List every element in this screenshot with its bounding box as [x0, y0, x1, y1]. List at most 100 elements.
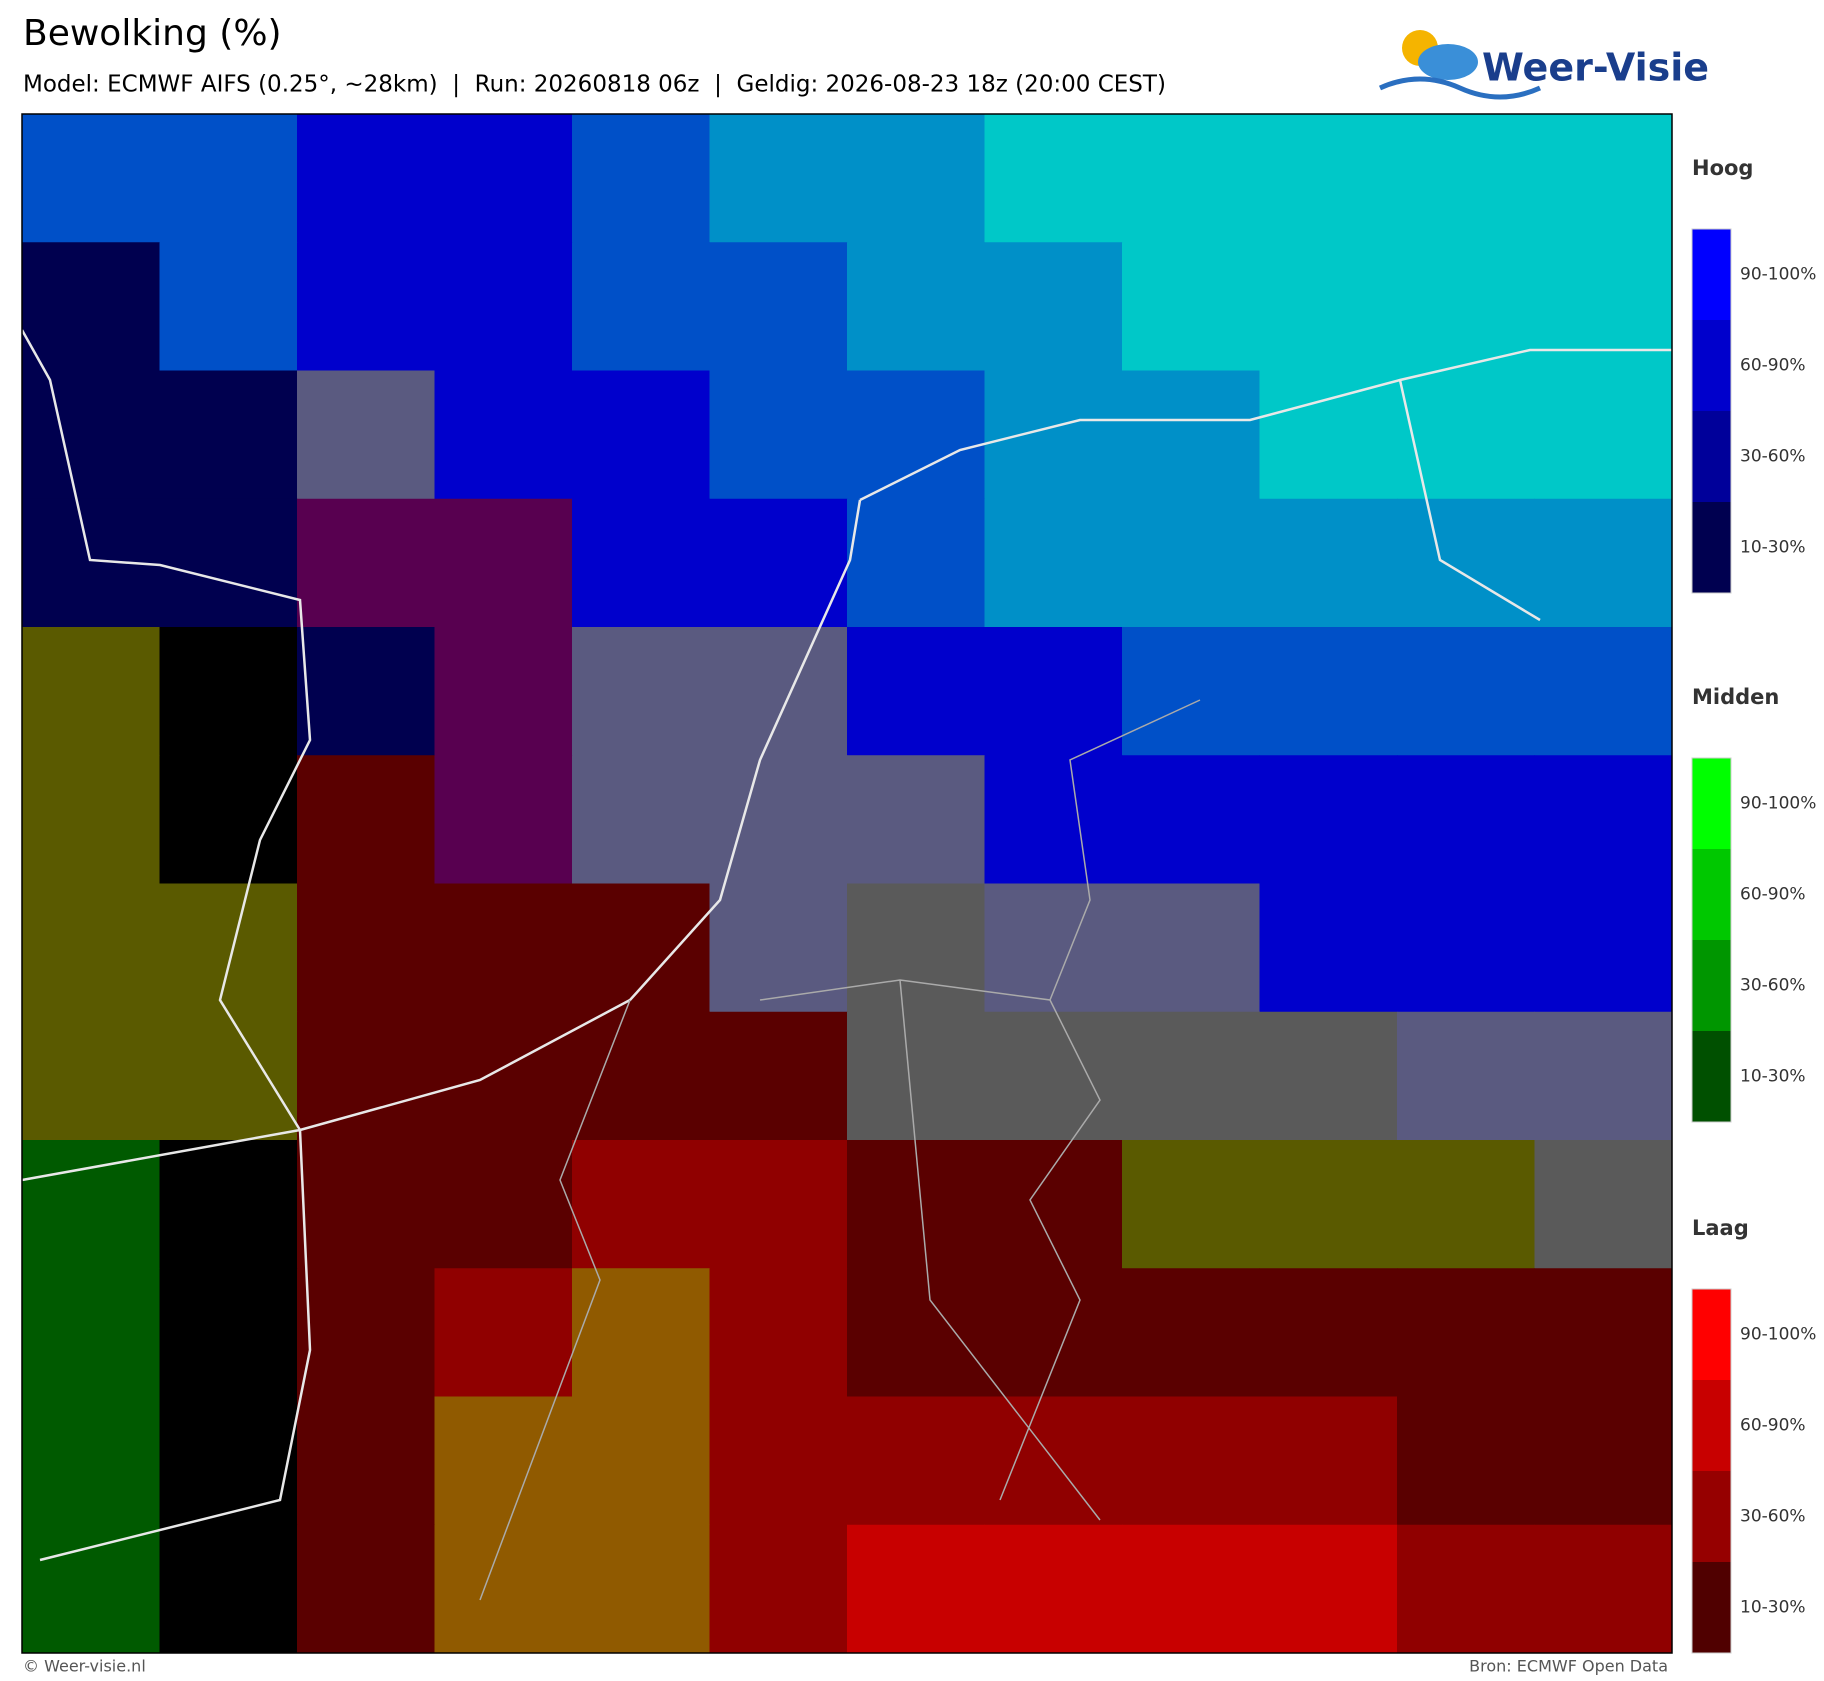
cloud-cell [1122, 1524, 1260, 1654]
subtitle: Model: ECMWF AIFS (0.25°, ~28km) | Run: … [23, 72, 1166, 98]
cloud-cell [1397, 883, 1535, 1013]
cloud-cell [572, 883, 710, 1013]
cloud-cell [1397, 755, 1535, 884]
legend-label: 30-60% [1740, 447, 1806, 467]
legend-title: Laag [1692, 1216, 1749, 1240]
cloud-cell [847, 114, 985, 243]
cloud-cell [434, 242, 573, 371]
cloud-cell [1397, 1396, 1535, 1526]
cloud-cell [159, 627, 298, 756]
cloud-cell [22, 370, 160, 500]
cloud-cell [297, 114, 435, 243]
cloud-cell [984, 370, 1123, 500]
cloud-cell [572, 370, 710, 500]
cloud-cell [709, 1268, 848, 1397]
cloud-cell [1534, 1396, 1673, 1526]
cloud-cell [1534, 498, 1673, 628]
cloud-cell [709, 1396, 848, 1526]
legend-label: 90-100% [1740, 265, 1816, 285]
legend-swatch [1692, 1031, 1731, 1122]
cloud-cell [159, 1524, 298, 1654]
cloud-cell [1259, 755, 1398, 884]
cloud-cell [22, 755, 160, 884]
logo-wave [1378, 76, 1542, 100]
cloud-cell [572, 114, 710, 243]
cloud-cell [434, 883, 573, 1013]
legend-label: 30-60% [1740, 976, 1806, 996]
legend-label: 10-30% [1740, 1067, 1806, 1087]
cloud-cell [1534, 1524, 1673, 1654]
legend-swatch [1692, 320, 1731, 411]
cloud-cell [297, 242, 435, 371]
cloud-cell [984, 498, 1123, 628]
legend-title: Midden [1692, 685, 1779, 709]
legend-label: 60-90% [1740, 356, 1806, 376]
cloud-cell [847, 1396, 985, 1526]
cloud-cell [572, 1396, 710, 1526]
cloud-cell [847, 1268, 985, 1397]
cloud-cell [984, 1268, 1123, 1397]
cloud-cell [1122, 755, 1260, 884]
cloud-cell [434, 370, 573, 500]
cloud-cell [159, 370, 298, 500]
cloud-cell [22, 627, 160, 756]
cloud-cell [709, 114, 848, 243]
cloud-cell [434, 1268, 573, 1397]
cloud-cell [22, 1140, 160, 1269]
legend-swatch [1692, 849, 1731, 940]
legend-swatch [1692, 940, 1731, 1031]
legend-frame [1691, 228, 1732, 594]
cloud-cell [847, 627, 985, 756]
cloud-cell [1122, 883, 1260, 1013]
cloud-cell [434, 498, 573, 628]
cloud-cell [1534, 114, 1673, 243]
cloud-cell [1259, 114, 1398, 243]
cloud-cell [1259, 1268, 1398, 1397]
legend-label: 10-30% [1740, 1598, 1806, 1618]
cloud-cell [709, 1524, 848, 1654]
cloud-cell [572, 1268, 710, 1397]
cloud-cell [1259, 1140, 1398, 1269]
legend-title: Hoog [1692, 156, 1753, 180]
cloud-cell [434, 627, 573, 756]
cloud-cell [847, 1140, 985, 1269]
cloud-cell [1397, 242, 1535, 371]
cloud-cell [847, 883, 985, 1013]
cloud-cell [1122, 114, 1260, 243]
cloud-cell [1534, 1011, 1673, 1141]
cloud-cell [1122, 1396, 1260, 1526]
cloud-cell [709, 627, 848, 756]
cloud-cell [159, 114, 298, 243]
cloud-cell [1397, 627, 1535, 756]
logo-cloud [1418, 44, 1478, 80]
legend-label: 90-100% [1740, 1325, 1816, 1345]
cloud-cell [709, 370, 848, 500]
cloud-cell [297, 1524, 435, 1654]
cloud-cell [1259, 627, 1398, 756]
legend-label: 60-90% [1740, 885, 1806, 905]
cloud-cell [297, 370, 435, 500]
cloud-cell [297, 755, 435, 884]
legend-label: 10-30% [1740, 538, 1806, 558]
cloud-cell [159, 1268, 298, 1397]
cloud-cell [159, 242, 298, 371]
cloud-cell [297, 1140, 435, 1269]
cloud-cell [1122, 1140, 1260, 1269]
cloud-cell [297, 1011, 435, 1141]
cloud-cell [1259, 370, 1398, 500]
cloud-cell [847, 498, 985, 628]
legend-label: 60-90% [1740, 1416, 1806, 1436]
legend-swatch [1692, 1471, 1731, 1562]
cloud-cell [297, 498, 435, 628]
cloud-cell [1122, 627, 1260, 756]
cloud-cell [297, 1396, 435, 1526]
cloud-cell [1397, 370, 1535, 500]
cloud-cell [572, 1140, 710, 1269]
map-frame [21, 113, 1673, 1654]
cloud-cell [572, 755, 710, 884]
legend-swatch [1692, 502, 1731, 593]
legend-label: 90-100% [1740, 794, 1816, 814]
cloud-cell [22, 1524, 160, 1654]
